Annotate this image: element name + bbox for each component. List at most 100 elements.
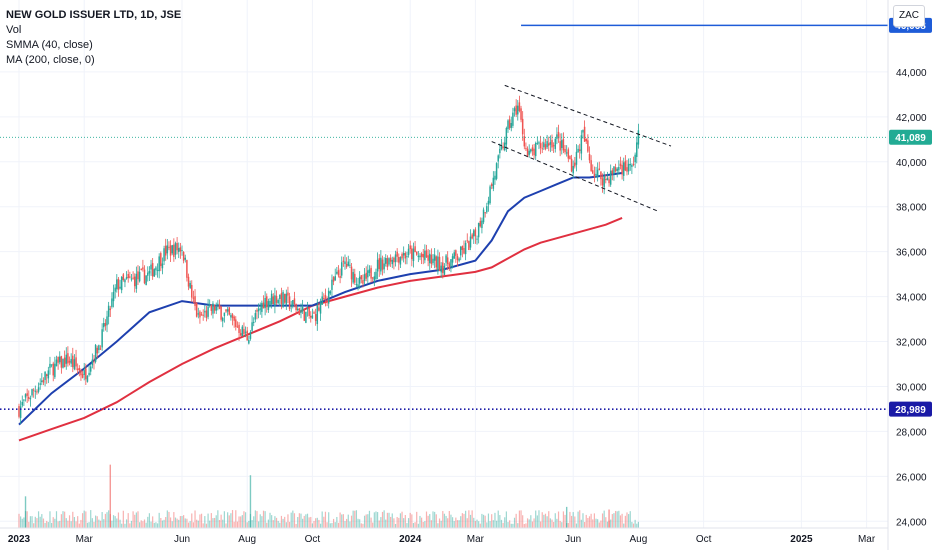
candle-body bbox=[94, 344, 97, 362]
candle-body bbox=[340, 262, 343, 276]
candle-body bbox=[569, 156, 571, 160]
volume-bar bbox=[365, 514, 367, 528]
y-tick-label: 38,000 bbox=[896, 203, 927, 214]
candle-body bbox=[385, 258, 387, 264]
candle-body bbox=[422, 254, 424, 258]
x-tick-label: Mar bbox=[467, 534, 485, 545]
volume-bar bbox=[104, 513, 106, 528]
candle-body bbox=[543, 142, 545, 148]
candle-body bbox=[326, 300, 328, 302]
candle-body bbox=[296, 308, 299, 311]
volume-bar bbox=[381, 511, 384, 528]
volume-bar bbox=[629, 511, 631, 528]
price-label-box bbox=[889, 401, 932, 417]
volume-bar bbox=[538, 510, 540, 528]
candle-body bbox=[252, 321, 255, 323]
candle-body bbox=[464, 242, 467, 255]
candle-body bbox=[213, 304, 216, 311]
volume-bar bbox=[482, 514, 485, 528]
volume-bar bbox=[484, 515, 486, 528]
volume-bar bbox=[80, 519, 82, 528]
candle-body bbox=[57, 356, 59, 363]
candle-body bbox=[383, 263, 385, 270]
legend-volume[interactable]: Vol bbox=[6, 24, 22, 36]
volume-bar bbox=[363, 515, 366, 528]
candle-body bbox=[124, 279, 126, 283]
candle-body bbox=[565, 152, 568, 154]
candle-body bbox=[393, 257, 395, 263]
volume-bar bbox=[390, 516, 392, 528]
candle-body bbox=[235, 319, 237, 327]
candle-body bbox=[583, 126, 586, 142]
candle-body bbox=[508, 119, 511, 129]
candle-body bbox=[415, 251, 418, 255]
volume-bar bbox=[533, 518, 535, 528]
volume-bar bbox=[44, 522, 46, 528]
volume-bar bbox=[81, 513, 84, 528]
x-tick-label: 2024 bbox=[399, 534, 422, 545]
volume-bar bbox=[404, 515, 406, 528]
candle-body bbox=[34, 390, 37, 392]
candle-body bbox=[420, 253, 423, 257]
candle-body bbox=[367, 270, 369, 278]
candle-body bbox=[358, 276, 361, 284]
volume-bar bbox=[559, 520, 561, 528]
volume-bar bbox=[370, 517, 372, 528]
volume-bar bbox=[279, 522, 281, 528]
volume-bar bbox=[456, 520, 459, 528]
candle-body bbox=[438, 256, 441, 272]
candle-body bbox=[580, 135, 583, 154]
currency-button[interactable]: ZAC bbox=[893, 5, 925, 27]
candle-body bbox=[80, 370, 82, 376]
volume-bar bbox=[323, 516, 325, 528]
candle-body bbox=[355, 283, 358, 285]
candle-body bbox=[621, 165, 623, 175]
volume-bar bbox=[451, 517, 454, 528]
y-tick-label: 32,000 bbox=[896, 338, 927, 349]
volume-bar bbox=[380, 517, 382, 528]
candle-body bbox=[251, 322, 253, 331]
candle-body bbox=[624, 161, 627, 171]
volume-bar bbox=[90, 510, 92, 528]
candle-body bbox=[486, 206, 488, 213]
volume-bar bbox=[562, 511, 565, 528]
candle-body bbox=[517, 105, 519, 115]
candle-body bbox=[530, 149, 532, 152]
volume-bar bbox=[116, 518, 118, 528]
volume-bar bbox=[168, 511, 170, 528]
volume-bar bbox=[147, 516, 149, 528]
candle-body bbox=[122, 274, 125, 281]
candle-body bbox=[191, 285, 193, 298]
volume-bar bbox=[435, 514, 437, 528]
volume-bar bbox=[305, 514, 307, 528]
candle-body bbox=[440, 265, 442, 273]
candle-body bbox=[119, 286, 121, 289]
legend-ma[interactable]: MA (200, close, 0) bbox=[6, 54, 95, 66]
trendline[interactable] bbox=[491, 141, 659, 212]
candle-body bbox=[32, 389, 35, 391]
candle-body bbox=[298, 308, 301, 316]
candle-body bbox=[396, 251, 398, 257]
candle-body bbox=[241, 326, 244, 337]
candle-body bbox=[125, 277, 128, 279]
legend-smma[interactable]: SMMA (40, close) bbox=[6, 39, 93, 51]
volume-bar bbox=[414, 522, 416, 528]
trendline[interactable] bbox=[504, 84, 672, 147]
volume-bar bbox=[117, 512, 120, 528]
candle-body bbox=[443, 265, 446, 275]
volume-bar bbox=[494, 512, 496, 528]
volume-bar bbox=[394, 523, 397, 528]
candle-body bbox=[531, 147, 534, 152]
volume-bar bbox=[383, 510, 385, 528]
volume-bar bbox=[458, 520, 460, 528]
volume-bar bbox=[487, 513, 490, 528]
volume-bar bbox=[246, 522, 248, 528]
volume-bar bbox=[531, 521, 534, 528]
volume-bar bbox=[33, 523, 35, 528]
volume-bar bbox=[315, 518, 317, 528]
volume-bar bbox=[513, 517, 516, 528]
volume-bar bbox=[548, 511, 550, 528]
candle-body bbox=[96, 347, 98, 354]
volume-bar bbox=[70, 521, 72, 528]
